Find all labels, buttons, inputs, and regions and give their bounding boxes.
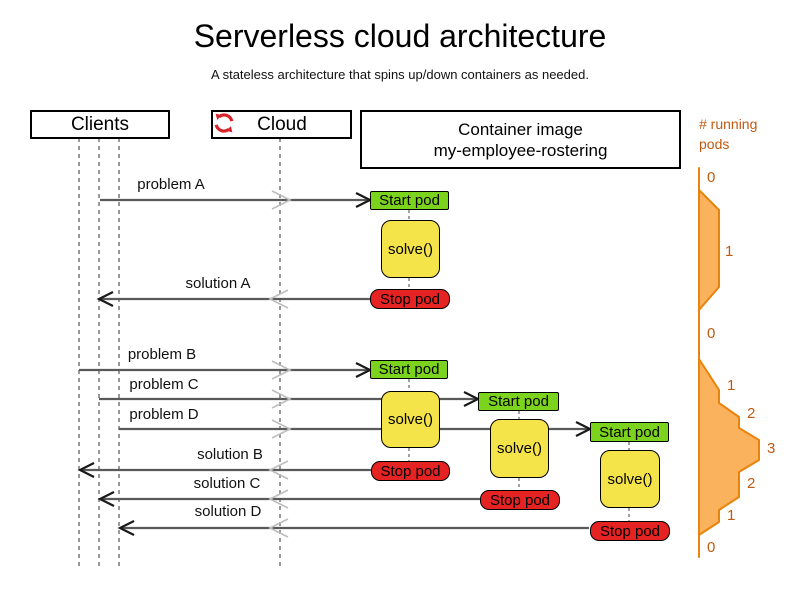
arrowhead-solution-a	[96, 291, 114, 307]
page-title: Serverless cloud architecture	[193, 18, 607, 54]
message-label-problem-b: problem B	[127, 346, 197, 363]
clients-label: Clients	[70, 113, 130, 135]
pod-count-label: 3	[767, 440, 776, 457]
chart-title: # running pods	[699, 116, 758, 152]
lane-container-image: Container image my-employee-rostering	[360, 110, 681, 169]
message-arrows	[79, 198, 589, 530]
message-label-problem-d: problem D	[129, 406, 199, 423]
start-pod-a: Start pod	[370, 191, 449, 210]
pod-count-label: 0	[707, 539, 716, 556]
pod-lifelines	[408, 210, 630, 521]
stop-pod-d: Stop pod	[590, 521, 670, 541]
start-pod-b: Start pod	[370, 360, 448, 379]
stop-pod-a: Stop pod	[370, 289, 450, 309]
container-image-line1: Container image	[458, 119, 583, 139]
stop-pod-b: Stop pod	[371, 461, 450, 481]
message-label-problem-c: problem C	[129, 376, 199, 393]
lane-cloud: Cloud	[211, 110, 352, 139]
pod-count-label: 2	[747, 405, 756, 422]
arrowheads	[77, 192, 593, 536]
message-label-problem-a: problem A	[137, 176, 205, 193]
pod-count-label: 2	[747, 475, 756, 492]
arrowhead-solution-c	[97, 491, 115, 507]
running-pods-area-chart	[698, 167, 760, 558]
arrowhead-solution-d	[117, 520, 135, 536]
solve-pod-b: solve()	[381, 391, 440, 448]
message-label-solution-c: solution C	[193, 475, 261, 492]
solve-pod-c: solve()	[490, 419, 549, 478]
page-subtitle: A stateless architecture that spins up/d…	[211, 67, 589, 82]
message-label-solution-a: solution A	[185, 275, 251, 292]
pod-count-label: 0	[707, 325, 716, 342]
start-pod-c: Start pod	[478, 392, 559, 411]
pod-count-label: 0	[707, 169, 716, 186]
lane-clients: Clients	[30, 110, 170, 139]
solve-pod-a: solve()	[381, 220, 440, 278]
container-image-line2: my-employee-rostering	[433, 140, 608, 160]
message-label-solution-b: solution B	[197, 446, 263, 463]
start-pod-d: Start pod	[590, 422, 669, 442]
solve-pod-d: solve()	[600, 450, 660, 508]
pod-count-label: 1	[727, 377, 736, 394]
pod-count-label: 1	[727, 507, 736, 524]
arrowhead-solution-b	[77, 462, 95, 478]
message-label-solution-d: solution D	[194, 503, 262, 520]
cloud-label: Cloud	[257, 113, 307, 135]
pod-count-label: 1	[725, 243, 734, 260]
ghost-arrowheads	[268, 190, 292, 538]
stop-pod-c: Stop pod	[480, 490, 560, 510]
